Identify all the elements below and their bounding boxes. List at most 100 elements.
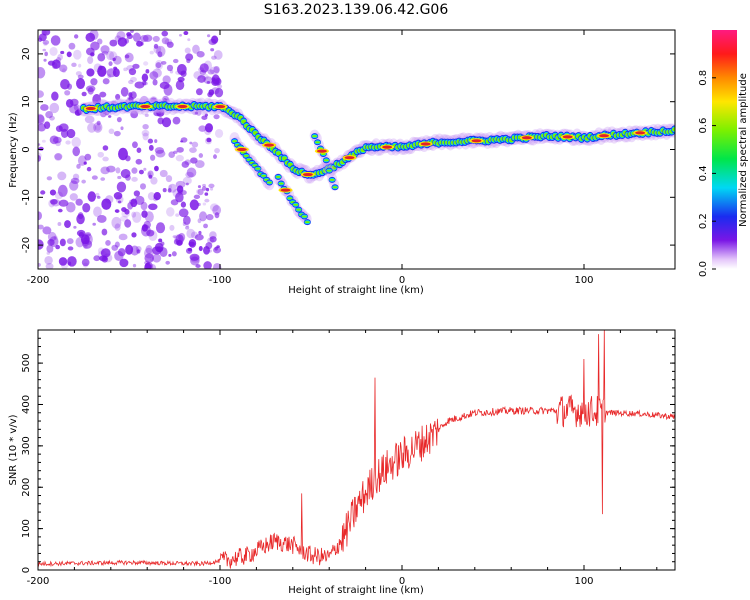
main-track-inner (672, 127, 675, 132)
noise-blob (153, 110, 162, 117)
snr-series-line (38, 330, 675, 569)
noise-blob (192, 44, 200, 54)
noise-blob (105, 239, 111, 246)
noise-blob (149, 264, 157, 269)
spectrogram-x-tick-label: -100 (209, 275, 232, 286)
secondary-track-1-peak-red (280, 188, 291, 192)
noise-blob (168, 151, 175, 158)
noise-blob (113, 130, 121, 137)
noise-blob (213, 50, 223, 60)
noise-blob (136, 147, 142, 153)
noise-blob (138, 169, 144, 175)
noise-blob (150, 154, 156, 161)
noise-blob (101, 255, 109, 263)
noise-blob (128, 92, 133, 98)
noise-blob (78, 231, 84, 238)
noise-blob (177, 63, 187, 75)
noise-blob (42, 39, 50, 45)
noise-blob (112, 55, 122, 65)
noise-blob (50, 199, 58, 205)
noise-blob (114, 241, 120, 248)
noise-blob (201, 186, 207, 191)
colorbar-gradient (712, 30, 737, 269)
noise-blob (167, 188, 172, 193)
noise-blob (60, 50, 65, 55)
noise-blob (175, 154, 184, 162)
noise-blob (131, 232, 137, 238)
noise-blob (114, 209, 120, 213)
main-track-peak-red (635, 131, 646, 135)
noise-blob (38, 143, 41, 146)
noise-blob (208, 38, 217, 46)
secondary-track-1-inner (287, 197, 293, 200)
noise-blob (206, 81, 211, 84)
noise-blob (172, 116, 181, 125)
noise-blob (153, 196, 158, 202)
noise-blob (172, 58, 179, 64)
noise-blob (159, 169, 168, 178)
snr-y-tick-label: 300 (21, 436, 32, 455)
noise-blob (73, 34, 79, 39)
secondary-track-2-inner (326, 169, 332, 172)
noise-blob (166, 64, 174, 72)
main-track-peak-red (85, 106, 96, 111)
noise-blob (90, 78, 98, 86)
noise-blob (81, 91, 87, 97)
noise-blob (58, 199, 69, 207)
main-track-peak-red (471, 139, 482, 143)
noise-blob (213, 154, 217, 159)
noise-blob (47, 238, 55, 246)
noise-blob (66, 51, 72, 58)
snr-y-tick-label: 400 (21, 395, 32, 414)
noise-blob (198, 153, 204, 158)
snr-frame (37, 329, 676, 571)
noise-blob (87, 56, 94, 65)
noise-blob (144, 264, 154, 269)
noise-blob (59, 238, 66, 247)
noise-blob (102, 145, 109, 151)
noise-blob (211, 55, 217, 60)
secondary-track-0-inner (246, 158, 252, 161)
noise-blob (44, 255, 53, 265)
noise-blob (196, 50, 205, 58)
noise-blob (148, 203, 158, 211)
noise-blob (195, 264, 201, 268)
noise-blob (45, 262, 54, 269)
noise-blob (190, 157, 198, 164)
noise-blob (97, 65, 107, 77)
spectrogram-x-tick-label: 100 (574, 275, 593, 286)
noise-blob (84, 153, 92, 161)
noise-blob (141, 224, 148, 232)
noise-blob (161, 30, 169, 37)
noise-blob (77, 74, 84, 79)
noise-blob (141, 129, 150, 137)
noise-blob (64, 90, 71, 96)
noise-blob (111, 216, 122, 229)
spectrogram-y-label: Frequency (Hz) (8, 112, 19, 188)
noise-blob (144, 262, 152, 269)
secondary-track-0-inner (232, 140, 238, 143)
noise-blob (121, 207, 127, 212)
noise-blob (76, 77, 86, 89)
noise-blob (144, 253, 154, 264)
noise-blob (186, 58, 191, 64)
noise-blob (168, 253, 172, 257)
noise-blob (197, 185, 201, 189)
noise-blob (175, 213, 180, 217)
noise-blob (115, 93, 121, 101)
noise-blob (186, 167, 197, 178)
snr-x-tick-label: 100 (574, 576, 593, 587)
main-track-peak-red (177, 104, 188, 109)
noise-blob (58, 123, 69, 132)
noise-blob (126, 32, 132, 37)
secondary-track-0-inner (261, 174, 267, 177)
noise-blob (38, 66, 46, 79)
spectrogram-x-label: Height of straight line (km) (288, 285, 424, 296)
snr-ticks: -200 -100 0 100 0 100 200 300 400 500 (21, 330, 675, 587)
noise-blob (93, 255, 101, 262)
noise-blob (203, 60, 212, 71)
secondary-track-1-inner (275, 175, 281, 178)
noise-blob (102, 78, 110, 85)
noise-blob (96, 195, 101, 199)
